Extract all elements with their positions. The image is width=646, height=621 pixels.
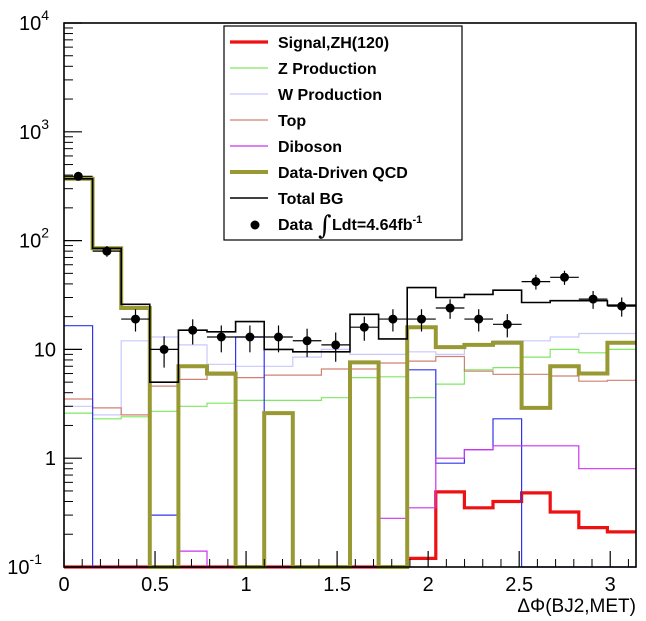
data-point [578, 291, 608, 309]
y-tick-label: 103 [19, 116, 49, 144]
x-tick-label: 0.5 [141, 574, 169, 596]
x-tick-label: 0 [58, 574, 69, 596]
data-point [521, 274, 551, 290]
y-tick-label: 10-1 [7, 551, 42, 579]
series-zprod [64, 348, 636, 420]
x-tick-label: 3 [605, 574, 616, 596]
y-tick-label: 104 [19, 7, 49, 35]
data-point [207, 325, 236, 353]
data-point [435, 299, 465, 319]
data-point [149, 336, 179, 368]
legend-luminosity: Ldt=4.64fb-1 [332, 214, 422, 234]
legend-entry-signal: Signal,ZH(120) [230, 35, 389, 52]
legend-entry-data: Data ∫ Ldt=4.64fb-1 [250, 211, 422, 241]
legend-label: Total BG [278, 191, 343, 208]
data-point [264, 325, 293, 353]
legend-entry-zprod: Z Production [230, 61, 377, 78]
legend-box [223, 25, 463, 241]
y-tick-label: 102 [19, 225, 49, 253]
x-tick-label: 1 [241, 574, 252, 596]
x-tick-label: 2 [423, 574, 434, 596]
legend-marker [250, 220, 260, 230]
series-totalbg [64, 178, 636, 383]
data-point [292, 328, 322, 358]
y-tick-label: 1 [45, 448, 56, 470]
data-point [92, 246, 122, 257]
legend-label: Top [278, 113, 306, 130]
y-tick-label: 10 [34, 339, 56, 361]
data-point [607, 297, 636, 317]
data-point [378, 309, 408, 332]
legend-label: Z Production [278, 61, 377, 78]
legend-label: Data [278, 217, 313, 234]
data-point [321, 332, 350, 362]
data-point [464, 309, 493, 332]
data-point [64, 171, 93, 181]
legend-entry-qcd: Data-Driven QCD [230, 165, 408, 182]
legend-label: Diboson [278, 139, 342, 156]
data-point [493, 314, 522, 338]
integral-symbol: ∫ [318, 211, 332, 241]
legend-entry-top: Top [230, 113, 306, 130]
legend-label: Data-Driven QCD [278, 165, 408, 182]
data-point [550, 270, 579, 285]
legend-label: Signal,ZH(120) [278, 35, 389, 52]
data-point [407, 309, 436, 332]
x-tick-label: 1.5 [323, 574, 351, 596]
data-points-layer [64, 171, 636, 368]
x-tick-label: 2.5 [505, 574, 533, 596]
legend-entry-diboson: Diboson [230, 139, 342, 156]
legend: Signal,ZH(120) Z Production W Production To… [223, 25, 463, 241]
plot-frame [63, 22, 637, 568]
data-point [178, 319, 207, 345]
data-point [121, 309, 150, 332]
data-point [350, 316, 379, 341]
legend-entry-wprod: W Production [230, 87, 382, 104]
legend-label: W Production [278, 87, 382, 104]
x-axis-title: ΔΦ(BJ2,MET) [517, 596, 636, 617]
legend-entry-totalbg: Total BG [230, 191, 343, 208]
data-point [235, 325, 265, 353]
